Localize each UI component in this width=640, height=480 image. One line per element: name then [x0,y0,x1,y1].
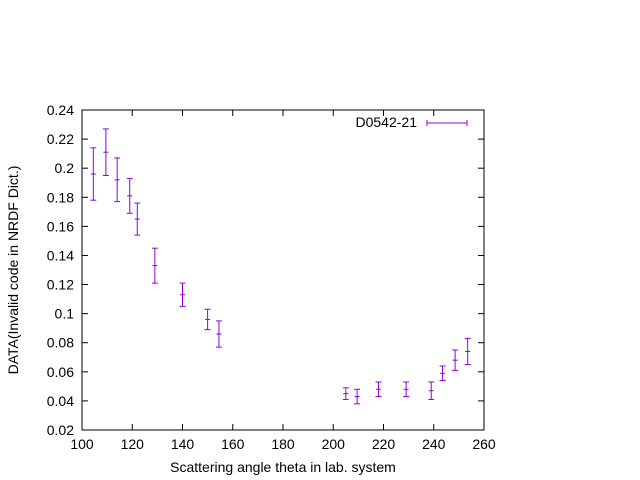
data-point [134,202,141,236]
data-point [114,157,121,203]
y-tick-label: 0.12 [47,277,74,293]
y-tick-label: 0.1 [55,306,75,322]
legend-label: D0542-21 [356,114,418,130]
x-tick-label: 220 [372,436,396,452]
y-tick-label: 0.22 [47,131,74,147]
data-point [403,381,410,398]
x-tick-label: 240 [422,436,446,452]
x-tick-label: 180 [271,436,295,452]
x-tick-label: 160 [221,436,245,452]
y-tick-label: 0.14 [47,247,74,263]
y-tick-label: 0.02 [47,422,74,438]
x-tick-label: 100 [70,436,94,452]
data-point [151,247,158,284]
x-axis-title: Scattering angle theta in lab. system [170,459,396,475]
data-point [90,147,97,201]
data-point [452,349,459,371]
x-tick-label: 260 [472,436,496,452]
data-points [90,128,471,405]
y-axis-title: DATA(Invalid code in NRDF Dict.) [5,166,21,375]
x-tick-label: 200 [322,436,346,452]
y-tick-label: 0.2 [55,160,75,176]
data-point [375,381,382,398]
data-point [428,381,435,400]
data-point [354,388,361,405]
x-tick-label: 120 [121,436,145,452]
data-point [439,365,446,382]
x-tick-label: 140 [171,436,195,452]
data-point [126,177,133,214]
data-point [179,282,186,307]
axis-ticks: 100 120 140 160 180 200 220 240 260 0.02 0.04 0.06 0… [47,102,496,452]
y-tick-label: 0.06 [47,364,74,380]
plot-frame [81,109,485,431]
y-tick-label: 0.08 [47,335,74,351]
y-tick-label: 0.04 [47,393,74,409]
y-tick-label: 0.24 [47,102,74,118]
data-point [102,128,109,176]
y-tick-label: 0.18 [47,189,74,205]
data-point [204,308,211,331]
y-tick-label: 0.16 [47,218,74,234]
data-point [342,387,349,400]
data-point [464,337,471,366]
legend: D0542-21 [356,114,468,130]
data-point [215,320,222,348]
legend-marker [426,120,468,126]
